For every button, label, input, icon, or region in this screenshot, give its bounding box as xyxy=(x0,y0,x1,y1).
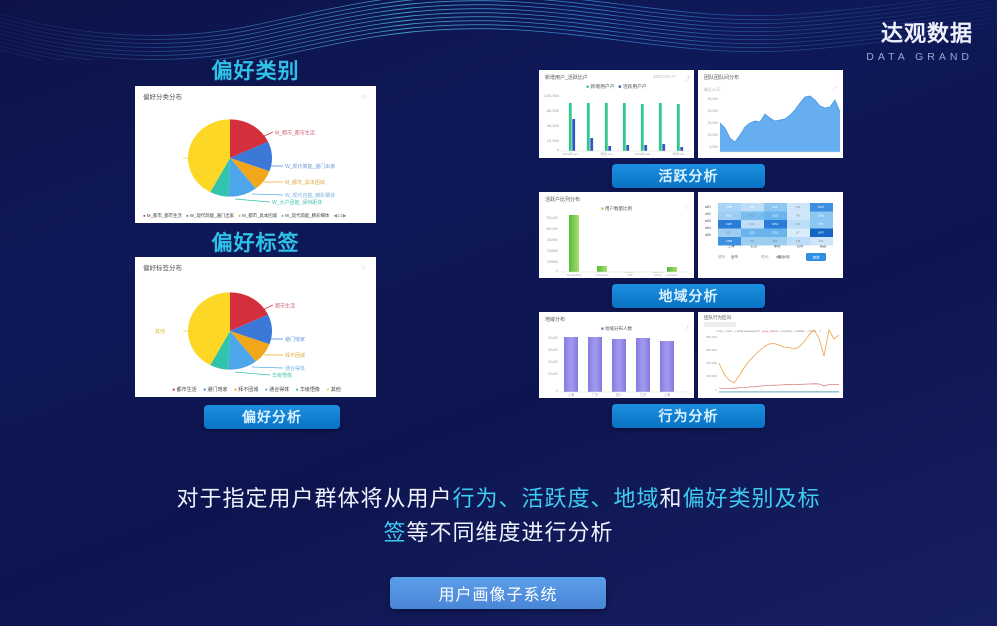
svg-text:210: 210 xyxy=(796,222,801,226)
svg-text:543: 543 xyxy=(750,222,755,226)
svg-text:W_现代自能_精彩细体: W_现代自能_精彩细体 xyxy=(285,192,335,199)
svg-text:25,000: 25,000 xyxy=(708,109,718,113)
svg-text:Facebook: Facebook xyxy=(595,273,609,277)
svg-text:1289: 1289 xyxy=(726,205,733,209)
svg-text:687: 687 xyxy=(727,231,732,235)
svg-text:通合得体: 通合得体 xyxy=(285,365,305,372)
svg-text:1456: 1456 xyxy=(726,239,733,243)
svg-text:0: 0 xyxy=(556,269,558,273)
svg-text:江苏: 江苏 xyxy=(640,392,647,397)
svg-text:1897: 1897 xyxy=(818,231,825,235)
svg-text:876: 876 xyxy=(819,222,824,226)
svg-text:1342: 1342 xyxy=(818,214,825,218)
svg-text:w01: w01 xyxy=(705,205,711,209)
svg-text:15,000: 15,000 xyxy=(708,133,718,137)
svg-text:w04: w04 xyxy=(705,226,711,230)
svg-text:广东: 广东 xyxy=(592,392,598,397)
svg-text:765: 765 xyxy=(750,205,755,209)
svg-text:M_都市_都市生活: M_都市_都市生活 xyxy=(275,130,315,137)
svg-text:10,000: 10,000 xyxy=(547,138,560,143)
svg-text:预测,Mar: 预测,Mar xyxy=(672,151,684,156)
svg-text:1567: 1567 xyxy=(818,205,825,209)
svg-text:1654: 1654 xyxy=(772,222,779,226)
svg-text:432: 432 xyxy=(750,214,755,218)
svg-text:40,000: 40,000 xyxy=(547,123,560,128)
svg-text:2023年-Apr: 2023年-Apr xyxy=(563,151,578,156)
svg-text:都市生活: 都市生活 xyxy=(275,303,295,310)
svg-text:765: 765 xyxy=(750,239,755,243)
svg-text:W_大户团能_保持距体: W_大户团能_保持距体 xyxy=(272,199,322,206)
svg-text:800,000: 800,000 xyxy=(706,335,717,339)
svg-text:华级悟像: 华级悟像 xyxy=(272,372,292,379)
svg-text:M_都市_具本团城: M_都市_具本团城 xyxy=(285,179,325,186)
svg-text:四川: 四川 xyxy=(616,393,622,397)
svg-text:W_现代简能_遍门出家: W_现代简能_遍门出家 xyxy=(285,163,335,170)
svg-text:LBS: LBS xyxy=(627,273,633,277)
svg-text:10,000: 10,000 xyxy=(548,372,558,376)
svg-text:Wendyblog: Wendyblog xyxy=(567,273,582,277)
svg-text:0: 0 xyxy=(556,389,558,393)
svg-text:87: 87 xyxy=(796,231,800,235)
svg-text:其他: 其他 xyxy=(155,328,165,335)
svg-text:上海: 上海 xyxy=(568,392,575,397)
svg-text:600,000: 600,000 xyxy=(706,348,717,352)
svg-text:避门饱家: 避门饱家 xyxy=(285,336,305,343)
svg-text:城市：: 城市： xyxy=(718,254,728,259)
svg-text:LinkedIn: LinkedIn xyxy=(666,273,678,277)
svg-text:50,000: 50,000 xyxy=(708,97,718,101)
svg-text:v最近6月: v最近6月 xyxy=(776,254,790,259)
svg-text:1210: 1210 xyxy=(772,231,779,235)
svg-text:856: 856 xyxy=(727,214,732,218)
svg-text:5,000: 5,000 xyxy=(710,145,719,149)
svg-text:20,000: 20,000 xyxy=(708,121,718,125)
svg-text:20,000: 20,000 xyxy=(548,360,558,364)
svg-text:400,000: 400,000 xyxy=(706,361,717,365)
svg-text:98: 98 xyxy=(796,214,800,218)
svg-text:others: others xyxy=(654,273,663,277)
svg-text:w03: w03 xyxy=(705,219,711,223)
svg-text:查询: 查询 xyxy=(813,255,820,260)
svg-text:时间：: 时间： xyxy=(761,254,771,259)
svg-text:上海: 上海 xyxy=(664,392,671,397)
svg-text:全市: 全市 xyxy=(731,254,738,259)
svg-text:拜不团城: 拜不团城 xyxy=(285,352,305,359)
svg-text:320: 320 xyxy=(819,239,824,243)
svg-text:120: 120 xyxy=(796,205,801,209)
svg-text:100,000: 100,000 xyxy=(545,93,560,98)
svg-text:30,000: 30,000 xyxy=(548,348,558,352)
svg-text:600,000: 600,000 xyxy=(546,227,558,231)
svg-text:400000: 400000 xyxy=(547,238,558,242)
svg-text:预测,Avg: 预测,Avg xyxy=(601,151,613,156)
svg-text:2023年,Mar: 2023年,Mar xyxy=(635,151,651,156)
svg-text:80,000: 80,000 xyxy=(547,108,560,113)
svg-text:w05: w05 xyxy=(705,233,711,237)
svg-text:200,000: 200,000 xyxy=(706,374,717,378)
svg-text:100000: 100000 xyxy=(547,260,558,264)
svg-text:1987: 1987 xyxy=(726,222,733,226)
svg-text:700,000: 700,000 xyxy=(546,216,558,220)
svg-text:40,000: 40,000 xyxy=(548,336,558,340)
svg-text:0: 0 xyxy=(715,388,717,392)
svg-text:1123: 1123 xyxy=(749,231,755,235)
svg-text:956: 956 xyxy=(773,205,778,209)
svg-text:200000: 200000 xyxy=(547,249,558,253)
svg-text:690: 690 xyxy=(773,239,778,243)
svg-text:1023: 1023 xyxy=(772,214,779,218)
svg-text:w02: w02 xyxy=(705,212,711,216)
svg-text:145: 145 xyxy=(796,239,801,243)
